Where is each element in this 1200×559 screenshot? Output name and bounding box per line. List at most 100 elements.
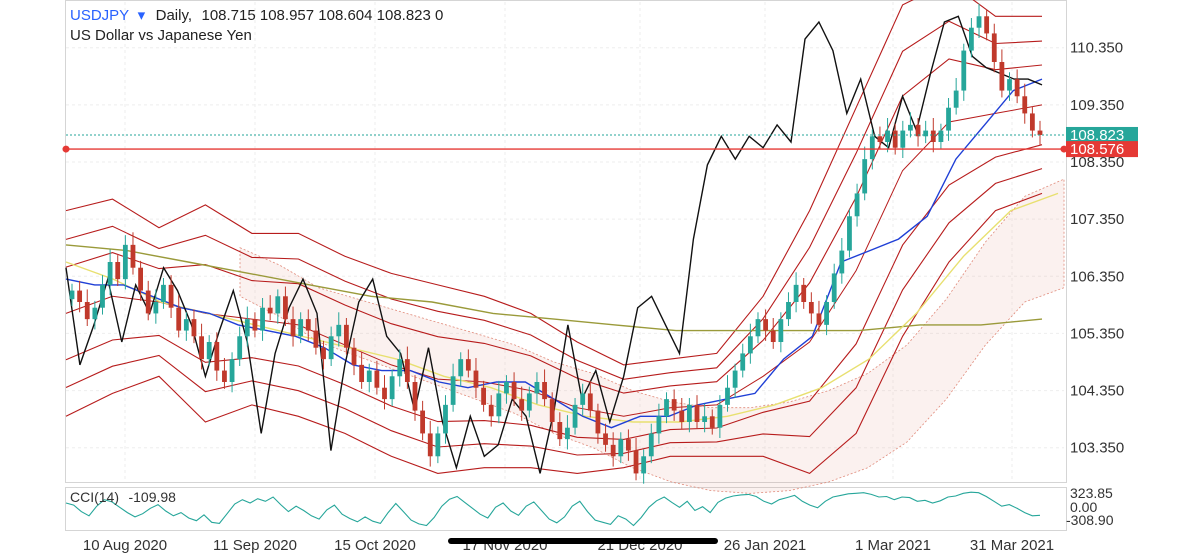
- header-line: USDJPY ▾ Daily, 108.715 108.957 108.604 …: [70, 7, 443, 24]
- candle-body: [328, 336, 334, 360]
- candle-body: [534, 382, 540, 394]
- candle-body: [778, 319, 784, 342]
- symbol-dropdown-icon[interactable]: ▾: [138, 7, 146, 24]
- last-price-tag-bg: [1066, 126, 1138, 143]
- date-tick-label: 1 Mar 2021: [855, 537, 931, 554]
- candle-body: [359, 364, 365, 382]
- price-tick-label: 104.350: [1070, 383, 1124, 400]
- candle-body: [869, 136, 875, 160]
- candle-body: [930, 130, 936, 142]
- candle-body: [275, 296, 281, 314]
- cci-line: [65, 491, 1041, 527]
- candle-body: [435, 433, 441, 457]
- cci-pane-frame: [65, 487, 1067, 531]
- candle-body: [504, 382, 509, 394]
- candle-body: [481, 387, 486, 405]
- candle-body: [305, 319, 311, 331]
- candle-body: [618, 439, 624, 457]
- last-price-tag: 108.823: [1070, 127, 1124, 144]
- ichimoku-cloud: [239, 178, 1065, 494]
- candle-body: [595, 410, 601, 434]
- candle-body: [145, 290, 151, 314]
- candle-body: [336, 324, 342, 337]
- candle-body: [694, 404, 700, 422]
- candle-body: [168, 284, 174, 308]
- candle-body: [92, 307, 98, 320]
- cci-legend: CCI(14) -109.98: [70, 489, 176, 506]
- price-axis: 110.350 109.350 108.350 107.350 106.350 105.3…: [1066, 40, 1138, 457]
- candle-body: [267, 307, 273, 314]
- candle-body: [839, 250, 845, 274]
- candle-body: [191, 319, 197, 337]
- ma-yellow-line: [65, 192, 1059, 423]
- cci-axis-tick-top: 323.85: [1070, 485, 1113, 501]
- candle-body: [214, 342, 220, 371]
- candle-body: [260, 307, 265, 331]
- candle-body: [763, 319, 769, 331]
- candle-body: [793, 284, 799, 302]
- candle-body: [1029, 113, 1035, 131]
- candle-body: [343, 324, 349, 348]
- scroll-handle[interactable]: [448, 538, 718, 544]
- candle-body: [565, 427, 570, 440]
- candle-body: [290, 319, 296, 337]
- candle-body: [488, 404, 494, 417]
- cci-series-line: [65, 491, 1041, 527]
- candlesticks: [69, 3, 1043, 484]
- kijun-blue-line: [65, 78, 1043, 429]
- candle-body: [626, 439, 631, 451]
- candle-body: [717, 404, 723, 428]
- candle-body: [862, 159, 868, 194]
- cci-axis-tick-bottom: -308.90: [1066, 512, 1114, 528]
- candle-body: [938, 130, 944, 142]
- candle-body: [366, 370, 372, 382]
- candle-body: [458, 359, 464, 377]
- candle-body: [991, 33, 997, 62]
- ohlc-values: 108.715 108.957 108.604 108.823 0: [201, 7, 443, 24]
- candle-body: [382, 387, 387, 400]
- candle-body: [100, 284, 105, 308]
- candle-body: [847, 216, 852, 251]
- candle-body: [1007, 79, 1012, 91]
- band-lower-2: [65, 144, 1043, 440]
- candle-body: [420, 410, 426, 434]
- candle-body: [709, 416, 715, 428]
- candle-body: [831, 273, 837, 302]
- symbol-label[interactable]: USDJPY: [70, 7, 129, 24]
- candle-body: [321, 347, 326, 360]
- candle-body: [229, 359, 235, 382]
- candle-body: [877, 136, 883, 142]
- date-tick-label: 26 Jan 2021: [724, 537, 807, 554]
- candle-body: [153, 302, 159, 314]
- candle-body: [473, 370, 479, 388]
- candle-body: [138, 267, 143, 291]
- candle-body: [915, 124, 921, 137]
- price-tick-label: 108.350: [1070, 154, 1124, 171]
- cloud-area: [239, 178, 1065, 494]
- candle-body: [770, 330, 776, 342]
- candle-body: [222, 370, 227, 382]
- candle-body: [298, 319, 304, 337]
- candle-body: [511, 382, 517, 400]
- candle-body: [130, 244, 136, 268]
- candle-body: [450, 376, 456, 405]
- candle-body: [412, 382, 418, 411]
- candle-body: [854, 193, 860, 217]
- candle-body: [313, 330, 319, 348]
- candle-body: [115, 262, 121, 280]
- candle-body: [900, 130, 906, 148]
- price-tick-label: 110.350: [1070, 40, 1123, 57]
- band-upper-0: [65, 0, 1042, 366]
- candle-body: [786, 302, 791, 320]
- date-tick-label: 31 Mar 2021: [970, 537, 1054, 554]
- timeframe-label: Daily,: [156, 7, 192, 24]
- band-upper-2: [65, 58, 1043, 394]
- candle-body: [999, 62, 1005, 91]
- candle-body: [664, 399, 669, 417]
- candle-body: [161, 284, 166, 302]
- band-upper-1: [65, 20, 1043, 380]
- date-tick-label: 15 Oct 2020: [334, 537, 416, 554]
- candle-body: [816, 313, 822, 325]
- candle-body: [107, 262, 113, 285]
